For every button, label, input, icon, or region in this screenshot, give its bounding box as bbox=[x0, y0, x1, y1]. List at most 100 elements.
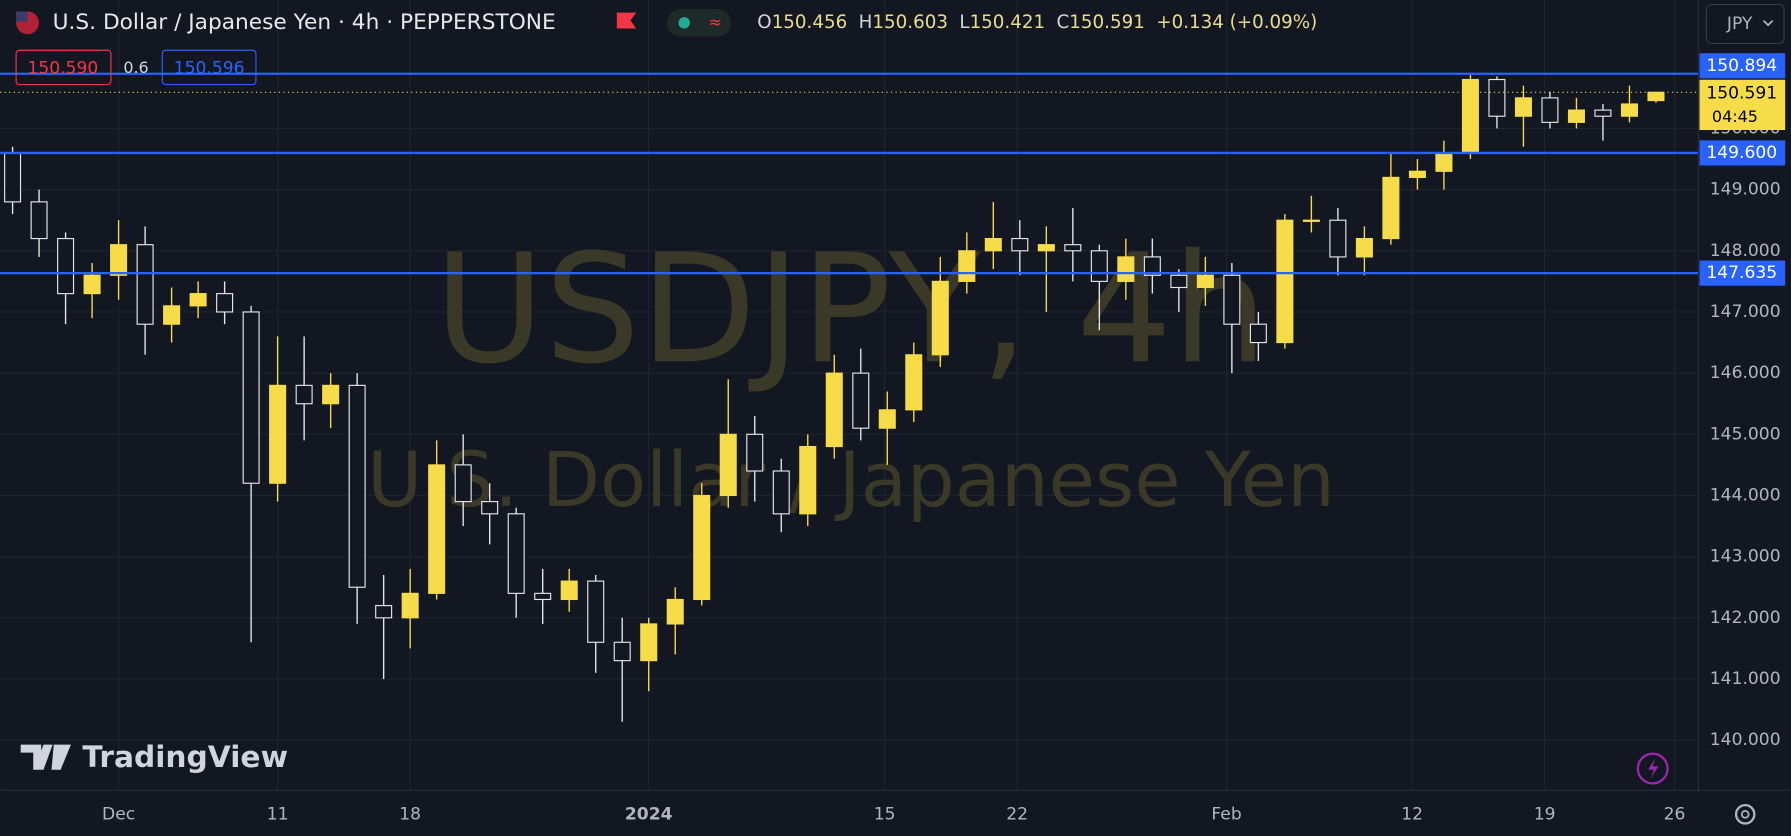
price-label: 147.635 bbox=[1706, 263, 1777, 283]
settings-icon bbox=[1740, 810, 1750, 819]
flag-marker[interactable] bbox=[616, 12, 637, 29]
symbol-title[interactable]: U.S. Dollar / Japanese Yen · 4h · PEPPER… bbox=[53, 10, 556, 35]
candle-body bbox=[1620, 103, 1638, 117]
candle-body bbox=[216, 293, 234, 313]
candle-body bbox=[322, 384, 340, 405]
watermark-ticker: USDJPY, 4h bbox=[434, 221, 1268, 397]
candle-body bbox=[428, 464, 446, 594]
ohlc-value: 150.591 bbox=[1069, 12, 1145, 33]
status-pill[interactable] bbox=[667, 9, 732, 37]
y-tick-label: 144.000 bbox=[1710, 485, 1781, 505]
settings-button[interactable] bbox=[1734, 804, 1756, 825]
candle-body bbox=[613, 641, 631, 662]
price-label: 150.894 bbox=[1706, 56, 1777, 76]
candle-body bbox=[110, 244, 128, 276]
currency-chevron bbox=[1762, 19, 1774, 27]
buy-price[interactable]: 150.596 bbox=[174, 59, 245, 79]
candle-body bbox=[772, 470, 790, 515]
candle-body bbox=[1488, 78, 1506, 117]
candle-body bbox=[1090, 250, 1108, 282]
candle-body bbox=[1647, 91, 1665, 102]
candle-body bbox=[189, 293, 207, 307]
candle-body bbox=[587, 580, 605, 643]
candle-body bbox=[507, 513, 525, 594]
x-tick-label: Feb bbox=[1211, 804, 1241, 824]
y-tick-label: 142.000 bbox=[1710, 608, 1781, 628]
x-tick-label: 12 bbox=[1401, 804, 1423, 824]
candle-body bbox=[57, 237, 75, 295]
x-tick-label: 19 bbox=[1534, 804, 1556, 824]
price-label-box bbox=[1699, 260, 1786, 286]
y-tick-label: 147.000 bbox=[1710, 302, 1781, 322]
candle-body bbox=[4, 152, 22, 203]
candle-body bbox=[931, 280, 949, 356]
y-tick-label: 143.000 bbox=[1710, 547, 1781, 567]
x-tick-label: 22 bbox=[1006, 804, 1028, 824]
x-tick-label: 2024 bbox=[625, 804, 673, 824]
candle-body bbox=[1011, 237, 1029, 252]
candle-body bbox=[83, 274, 101, 295]
candle-body bbox=[348, 384, 366, 588]
last-price-box bbox=[1699, 79, 1786, 130]
lightning-icon bbox=[1648, 758, 1659, 779]
candle-body bbox=[534, 592, 552, 601]
axes: 140.000 141.000 142.000 143.000 144.000 145.0… bbox=[102, 53, 1786, 824]
flag-icon-canton bbox=[16, 11, 28, 22]
candle-body bbox=[1143, 256, 1161, 276]
ohlc-legend: O150.456 H150.603 L150.421 C150.591 +0.134 (… bbox=[757, 12, 1317, 33]
candle-body bbox=[136, 244, 154, 325]
candle-body bbox=[30, 201, 48, 240]
price-label-box bbox=[1699, 53, 1786, 79]
candle-body bbox=[878, 409, 896, 429]
x-tick-label: 18 bbox=[399, 804, 421, 824]
ohlc-label: O bbox=[757, 12, 771, 33]
candle-body bbox=[295, 384, 313, 405]
logo-mark bbox=[20, 744, 71, 770]
logo-text[interactable]: TradingView bbox=[82, 740, 288, 775]
ohlc-value: 150.421 bbox=[970, 12, 1046, 33]
candle-body bbox=[1170, 274, 1188, 289]
sell-button[interactable] bbox=[15, 49, 112, 86]
y-tick-label: 140.000 bbox=[1710, 730, 1781, 750]
y-tick-label: 149.000 bbox=[1710, 180, 1781, 200]
lightning-button[interactable] bbox=[1636, 752, 1669, 785]
candle-body bbox=[269, 384, 287, 484]
candle-body bbox=[1435, 152, 1453, 172]
candle-body bbox=[958, 250, 976, 282]
candle-body bbox=[640, 623, 658, 662]
candle-body bbox=[1223, 274, 1241, 325]
candle-body bbox=[1329, 219, 1347, 258]
buy-button[interactable] bbox=[161, 49, 257, 86]
candle-body bbox=[984, 237, 1002, 252]
candle-body bbox=[1302, 219, 1320, 222]
candle-body bbox=[242, 311, 260, 484]
candle-body bbox=[1514, 97, 1532, 117]
candle-body bbox=[1461, 78, 1479, 154]
candle-body bbox=[852, 372, 870, 429]
currency-button[interactable] bbox=[1705, 3, 1785, 44]
candle-body bbox=[481, 501, 499, 515]
candle-body bbox=[375, 605, 393, 619]
candle-body bbox=[1594, 109, 1612, 117]
status-icon: ≈ bbox=[708, 12, 721, 31]
candle-body bbox=[825, 372, 843, 448]
ohlc-label: C bbox=[1057, 12, 1070, 33]
y-tick-label: 148.000 bbox=[1710, 241, 1781, 261]
currency[interactable]: JPY bbox=[1726, 14, 1753, 34]
candle-body bbox=[454, 464, 472, 503]
x-tick-label: Dec bbox=[102, 804, 135, 824]
candle-body bbox=[1355, 237, 1373, 258]
x-tick-label: 11 bbox=[267, 804, 289, 824]
candle-body bbox=[1196, 274, 1214, 289]
ohlc-label: H bbox=[859, 12, 873, 33]
sell-price[interactable]: 150.590 bbox=[28, 59, 99, 79]
x-tick-label: 26 bbox=[1664, 804, 1686, 824]
last-price-label: 150.591 bbox=[1706, 83, 1777, 103]
price-label: 149.600 bbox=[1706, 143, 1777, 163]
ohlc-values: O150.456 H150.603 L150.421 C150.591 +0.134 (… bbox=[757, 12, 1317, 33]
candle-body bbox=[1117, 256, 1135, 282]
candle-body bbox=[905, 354, 923, 411]
grid bbox=[0, 0, 1699, 791]
y-tick-label: 145.000 bbox=[1710, 424, 1781, 444]
